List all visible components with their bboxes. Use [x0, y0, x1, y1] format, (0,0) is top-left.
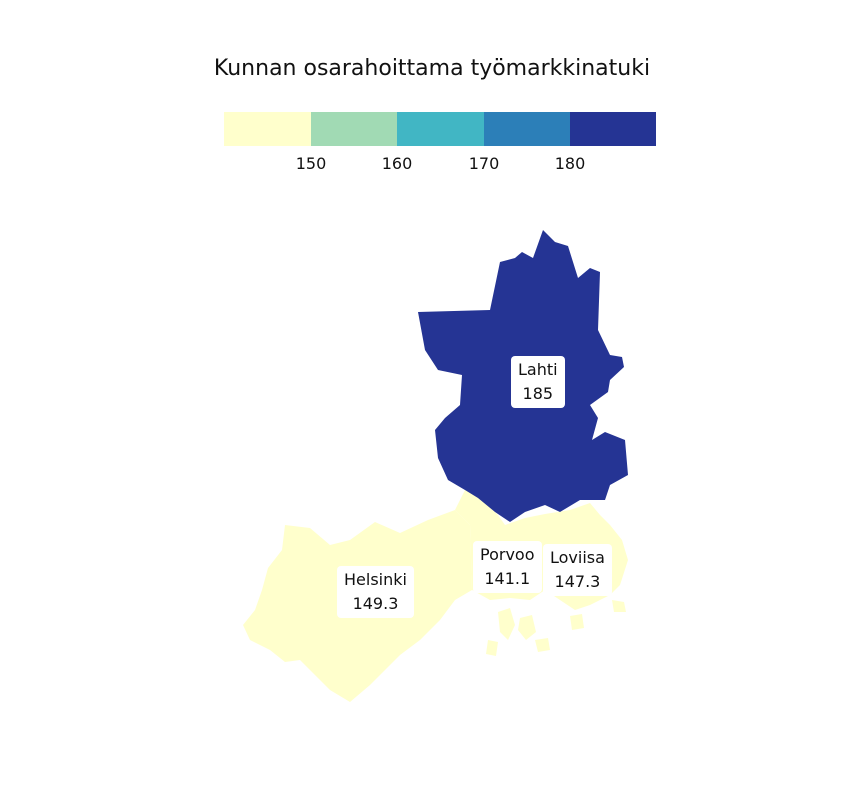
region-label-helsinki-name: Helsinki	[344, 570, 407, 589]
porvoo-island-1	[498, 608, 515, 640]
color-legend: 150 160 170 180	[0, 0, 864, 200]
region-label-porvoo-value: 141.1	[484, 569, 531, 588]
loviisa-island-1	[570, 614, 584, 630]
region-label-porvoo: Porvoo 141.1	[473, 541, 542, 593]
region-label-porvoo-name: Porvoo	[480, 545, 535, 564]
region-label-loviisa-value: 147.3	[554, 572, 601, 591]
legend-swatch-1	[224, 112, 311, 146]
region-label-helsinki-value: 149.3	[352, 594, 399, 613]
legend-tick-170: 170	[468, 154, 500, 173]
legend-swatch-3	[397, 112, 484, 146]
region-label-loviisa-name: Loviisa	[550, 548, 605, 567]
legend-tick-160: 160	[381, 154, 413, 173]
porvoo-island-2	[518, 615, 536, 640]
region-label-lahti: Lahti 185	[511, 356, 565, 408]
porvoo-island-3	[486, 640, 498, 656]
region-label-lahti-name: Lahti	[518, 360, 558, 379]
region-label-loviisa: Loviisa 147.3	[543, 544, 612, 596]
legend-tick-180: 180	[554, 154, 586, 173]
loviisa-island-2	[612, 600, 626, 612]
legend-swatch-4	[484, 112, 570, 146]
region-label-helsinki: Helsinki 149.3	[337, 566, 414, 618]
map-title: Kunnan osarahoittama työmarkkinatuki	[213, 56, 651, 81]
legend-tick-150: 150	[295, 154, 327, 173]
region-label-lahti-value: 185	[522, 384, 554, 403]
legend-swatch-5	[570, 112, 656, 146]
legend-swatch-2	[311, 112, 397, 146]
porvoo-island-4	[535, 638, 550, 652]
